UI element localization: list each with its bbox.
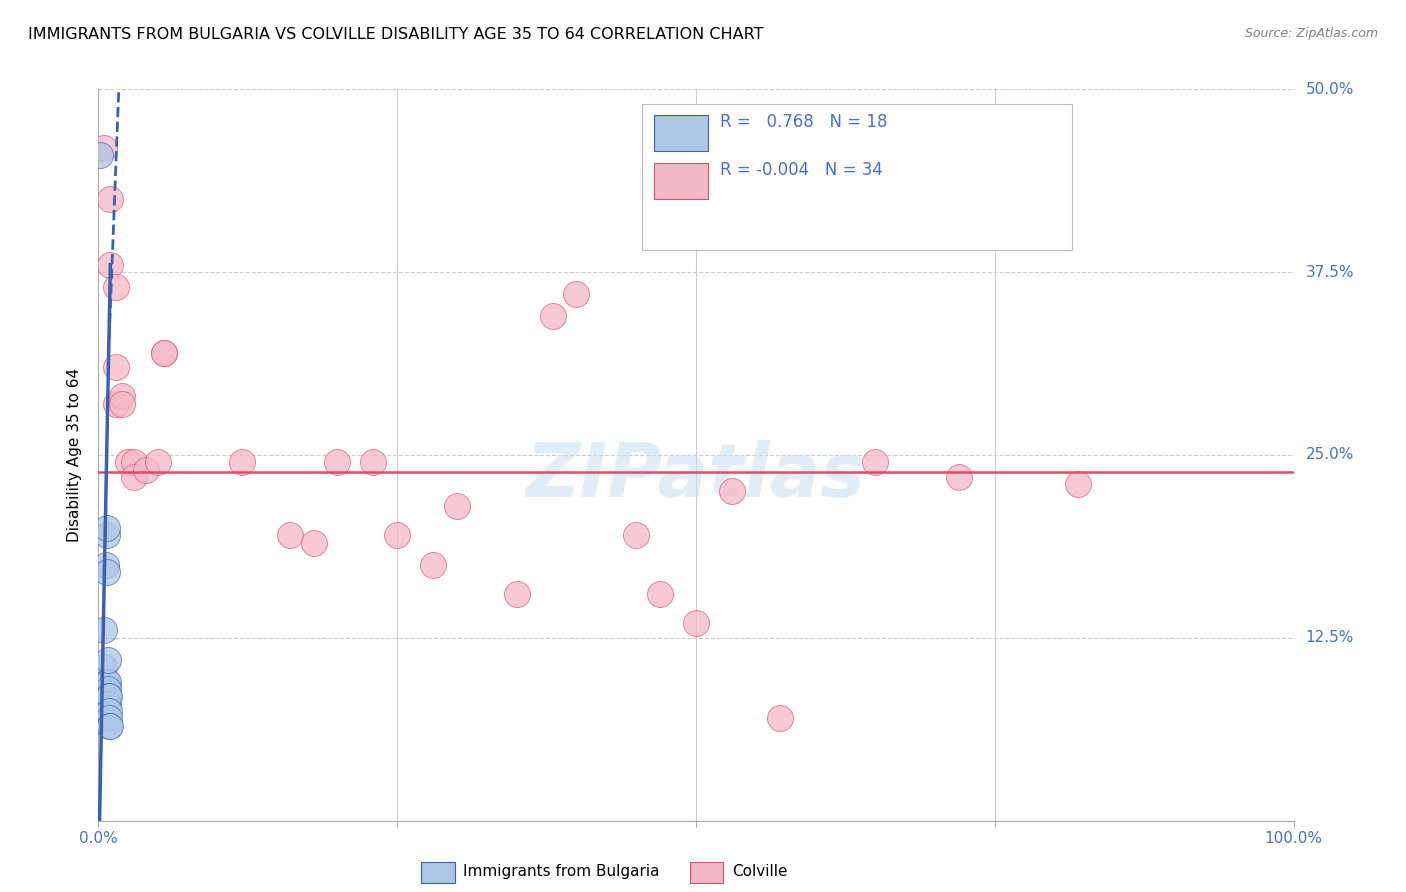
Point (96, 565, 118, 579)
Point (326, 455, 349, 469)
Point (768, 711, 790, 725)
Text: R =   0.768   N = 18: R = 0.768 N = 18 (720, 113, 887, 131)
Point (111, 397, 134, 411)
Point (98, 192, 122, 206)
Point (446, 499, 468, 513)
Point (721, 484, 744, 499)
Bar (690, 863, 724, 883)
Point (422, 558, 444, 572)
Point (97, 681, 120, 696)
Bar (422, 863, 454, 883)
Text: 37.5%: 37.5% (1305, 265, 1354, 279)
Point (97, 690, 120, 704)
Point (685, 616, 707, 631)
Point (565, 287, 588, 301)
Point (541, 309, 564, 323)
Text: IMMIGRANTS FROM BULGARIA VS COLVILLE DISABILITY AGE 35 TO 64 CORRELATION CHART: IMMIGRANTS FROM BULGARIA VS COLVILLE DIS… (28, 27, 763, 42)
Text: 12.5%: 12.5% (1305, 631, 1354, 645)
Point (96, 521, 118, 535)
Bar (654, 115, 707, 152)
Point (89, 148, 111, 162)
Point (93, 624, 115, 638)
Text: 25.0%: 25.0% (1305, 448, 1354, 462)
Point (506, 587, 529, 601)
Point (96, 674, 118, 689)
Point (105, 279, 128, 293)
Point (153, 345, 176, 359)
Point (302, 535, 325, 549)
Point (624, 528, 647, 542)
Text: Immigrants from Bulgaria: Immigrants from Bulgaria (463, 864, 659, 880)
Point (93, 660, 115, 674)
Point (278, 528, 301, 542)
Point (105, 360, 128, 375)
Point (98, 704, 121, 718)
Point (98, 690, 121, 704)
Point (148, 455, 170, 469)
Point (1067, 477, 1090, 491)
Point (135, 462, 157, 476)
Text: Colville: Colville (733, 864, 787, 880)
Point (863, 455, 886, 469)
Point (117, 455, 139, 469)
Text: 50.0%: 50.0% (1305, 82, 1354, 96)
Point (98, 718, 121, 732)
Point (648, 587, 672, 601)
Point (94, 558, 117, 572)
Point (97, 697, 120, 711)
Text: R = -0.004   N = 34: R = -0.004 N = 34 (720, 161, 883, 179)
Point (124, 455, 146, 469)
Point (98, 718, 122, 732)
Point (93, 141, 115, 155)
FancyBboxPatch shape (643, 103, 1073, 250)
Point (97, 653, 120, 667)
Point (231, 455, 253, 469)
Y-axis label: Disability Age 35 to 64: Disability Age 35 to 64 (67, 368, 83, 542)
Point (97, 674, 120, 689)
Point (96, 528, 118, 542)
Point (948, 470, 970, 484)
Text: Source: ZipAtlas.com: Source: ZipAtlas.com (1244, 27, 1378, 40)
Bar (654, 162, 707, 199)
Point (124, 470, 146, 484)
Text: ZIPatlas: ZIPatlas (526, 441, 866, 514)
Point (98, 711, 121, 725)
Point (105, 397, 128, 411)
Point (111, 389, 134, 403)
Point (363, 455, 385, 469)
Point (98, 258, 122, 272)
Point (153, 345, 176, 359)
Point (385, 528, 409, 542)
